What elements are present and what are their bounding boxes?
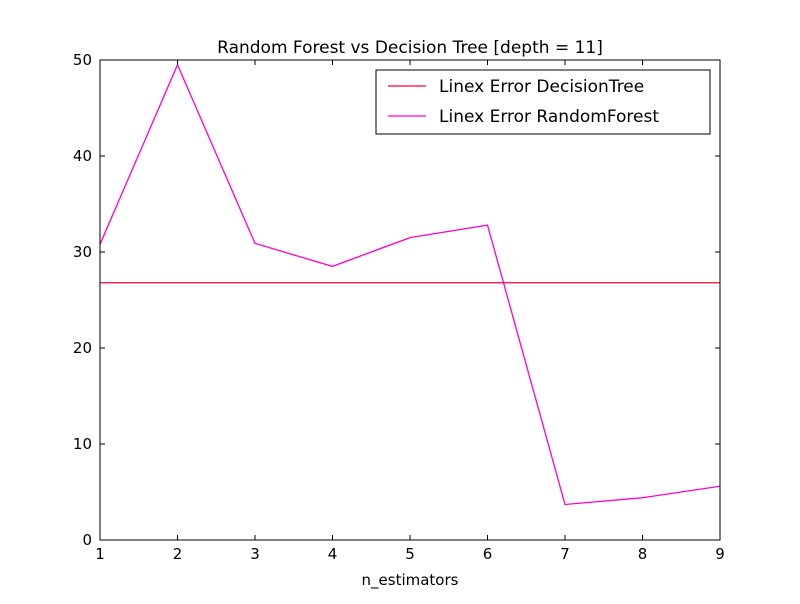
x-tick-label: 1: [95, 545, 105, 563]
series-layer: [99, 63, 721, 506]
x-tick-label: 2: [173, 545, 183, 563]
legend-label: Linex Error DecisionTree: [439, 77, 644, 97]
x-tick-label: 6: [483, 545, 493, 563]
plot-area: [100, 60, 720, 540]
legend: Linex Error DecisionTree Linex Error Rand…: [375, 69, 711, 135]
legend-label: Linex Error RandomForest: [439, 107, 659, 127]
ticks-layer: 1 2 3 4 5 6 7 8 9 0 10 20 30 40 50: [73, 51, 725, 563]
x-axis-label: n_estimators: [362, 571, 459, 590]
x-tick-label: 8: [638, 545, 648, 563]
chart-title: Random Forest vs Decision Tree [depth = …: [217, 38, 603, 58]
x-tick-label: 7: [560, 545, 570, 563]
y-tick-label: 30: [73, 243, 92, 261]
x-tick-label: 3: [250, 545, 260, 563]
y-tick-label: 10: [73, 435, 92, 453]
x-tick-label: 5: [405, 545, 415, 563]
series-line-linex-error-randomforest: [99, 63, 721, 506]
y-tick-label: 50: [73, 51, 92, 69]
y-tick-label: 0: [82, 531, 92, 549]
legend-box: [375, 69, 711, 135]
plot-background: [100, 60, 720, 540]
y-tick-label: 40: [73, 147, 92, 165]
x-tick-label: 4: [328, 545, 338, 563]
y-tick-label: 20: [73, 339, 92, 357]
x-tick-label: 9: [715, 545, 725, 563]
